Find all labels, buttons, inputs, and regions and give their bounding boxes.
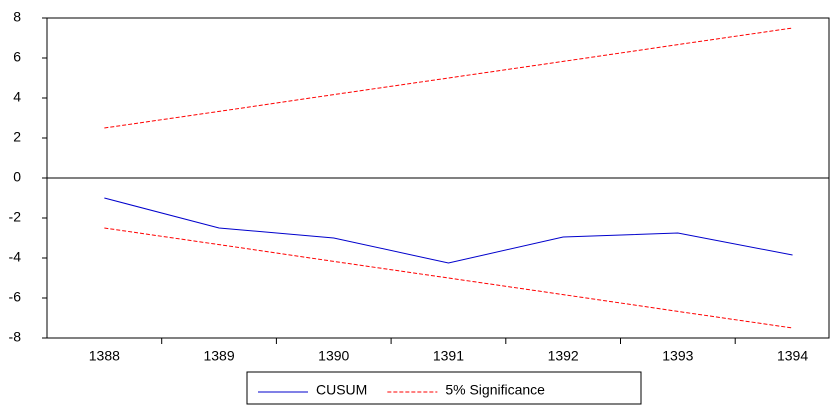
y-tick-label: -6 [9, 289, 22, 305]
y-tick-label: 8 [13, 9, 21, 25]
x-tick-label: 1391 [433, 348, 464, 364]
series-line [104, 27, 793, 129]
legend-label: 5% Significance [445, 382, 545, 398]
y-tick-label: 6 [13, 49, 21, 65]
y-tick-label: 2 [13, 129, 21, 145]
series-line [104, 227, 793, 329]
x-tick-label: 1394 [777, 348, 808, 364]
y-tick-label: 4 [13, 89, 21, 105]
series-line [104, 197, 793, 264]
x-tick-label: 1389 [203, 348, 234, 364]
y-tick-label: 0 [13, 169, 21, 185]
x-tick-label: 1392 [548, 348, 579, 364]
legend-box [246, 371, 642, 405]
x-tick-label: 1388 [89, 348, 120, 364]
legend-label: CUSUM [316, 382, 367, 398]
y-tick-label: -2 [9, 209, 22, 225]
x-tick-label: 1393 [662, 348, 693, 364]
x-tick-label: 1390 [318, 348, 349, 364]
y-tick-label: -8 [9, 329, 22, 345]
y-tick-label: -4 [9, 249, 22, 265]
